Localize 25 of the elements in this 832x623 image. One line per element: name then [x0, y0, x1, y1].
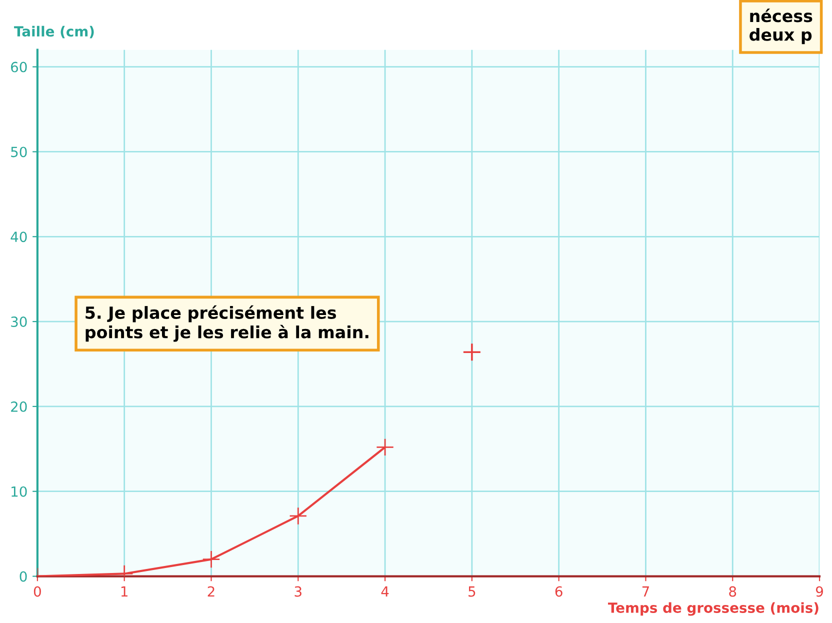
x-tick-label: 7	[642, 586, 649, 597]
y-tick-label: 0	[20, 571, 27, 582]
point	[376, 438, 394, 456]
y-tick-label: 40	[10, 232, 27, 242]
x-tick-label: 1	[121, 586, 128, 597]
y-tick-label: 20	[11, 401, 27, 412]
x-tick-label: 6	[555, 586, 562, 597]
y-tick-label: 30	[11, 316, 27, 328]
point	[202, 550, 220, 568]
x-tick-label: 0	[34, 586, 41, 597]
x-tick-label: 3	[294, 586, 302, 597]
point	[462, 342, 482, 362]
y-tick-label: 50	[11, 146, 27, 158]
point	[289, 506, 308, 526]
x-tick-label: 4	[381, 586, 389, 597]
y-tick-label: 10	[12, 486, 27, 497]
annotation: 5. Je place précisément les points et je les relie à la main.	[86, 305, 368, 342]
x-tick-label: 5	[468, 586, 476, 597]
y-axis-title: Taille (cm)	[14, 26, 94, 38]
y-tick-label: 60	[11, 62, 27, 72]
x-tick-label: 2	[208, 586, 214, 597]
text: nécess deux p	[750, 8, 812, 44]
x-tick-label: 8	[729, 586, 736, 597]
x-tick-label: 9	[816, 586, 823, 597]
x-axis-title: Temps de grossesse (mois)	[608, 602, 818, 616]
